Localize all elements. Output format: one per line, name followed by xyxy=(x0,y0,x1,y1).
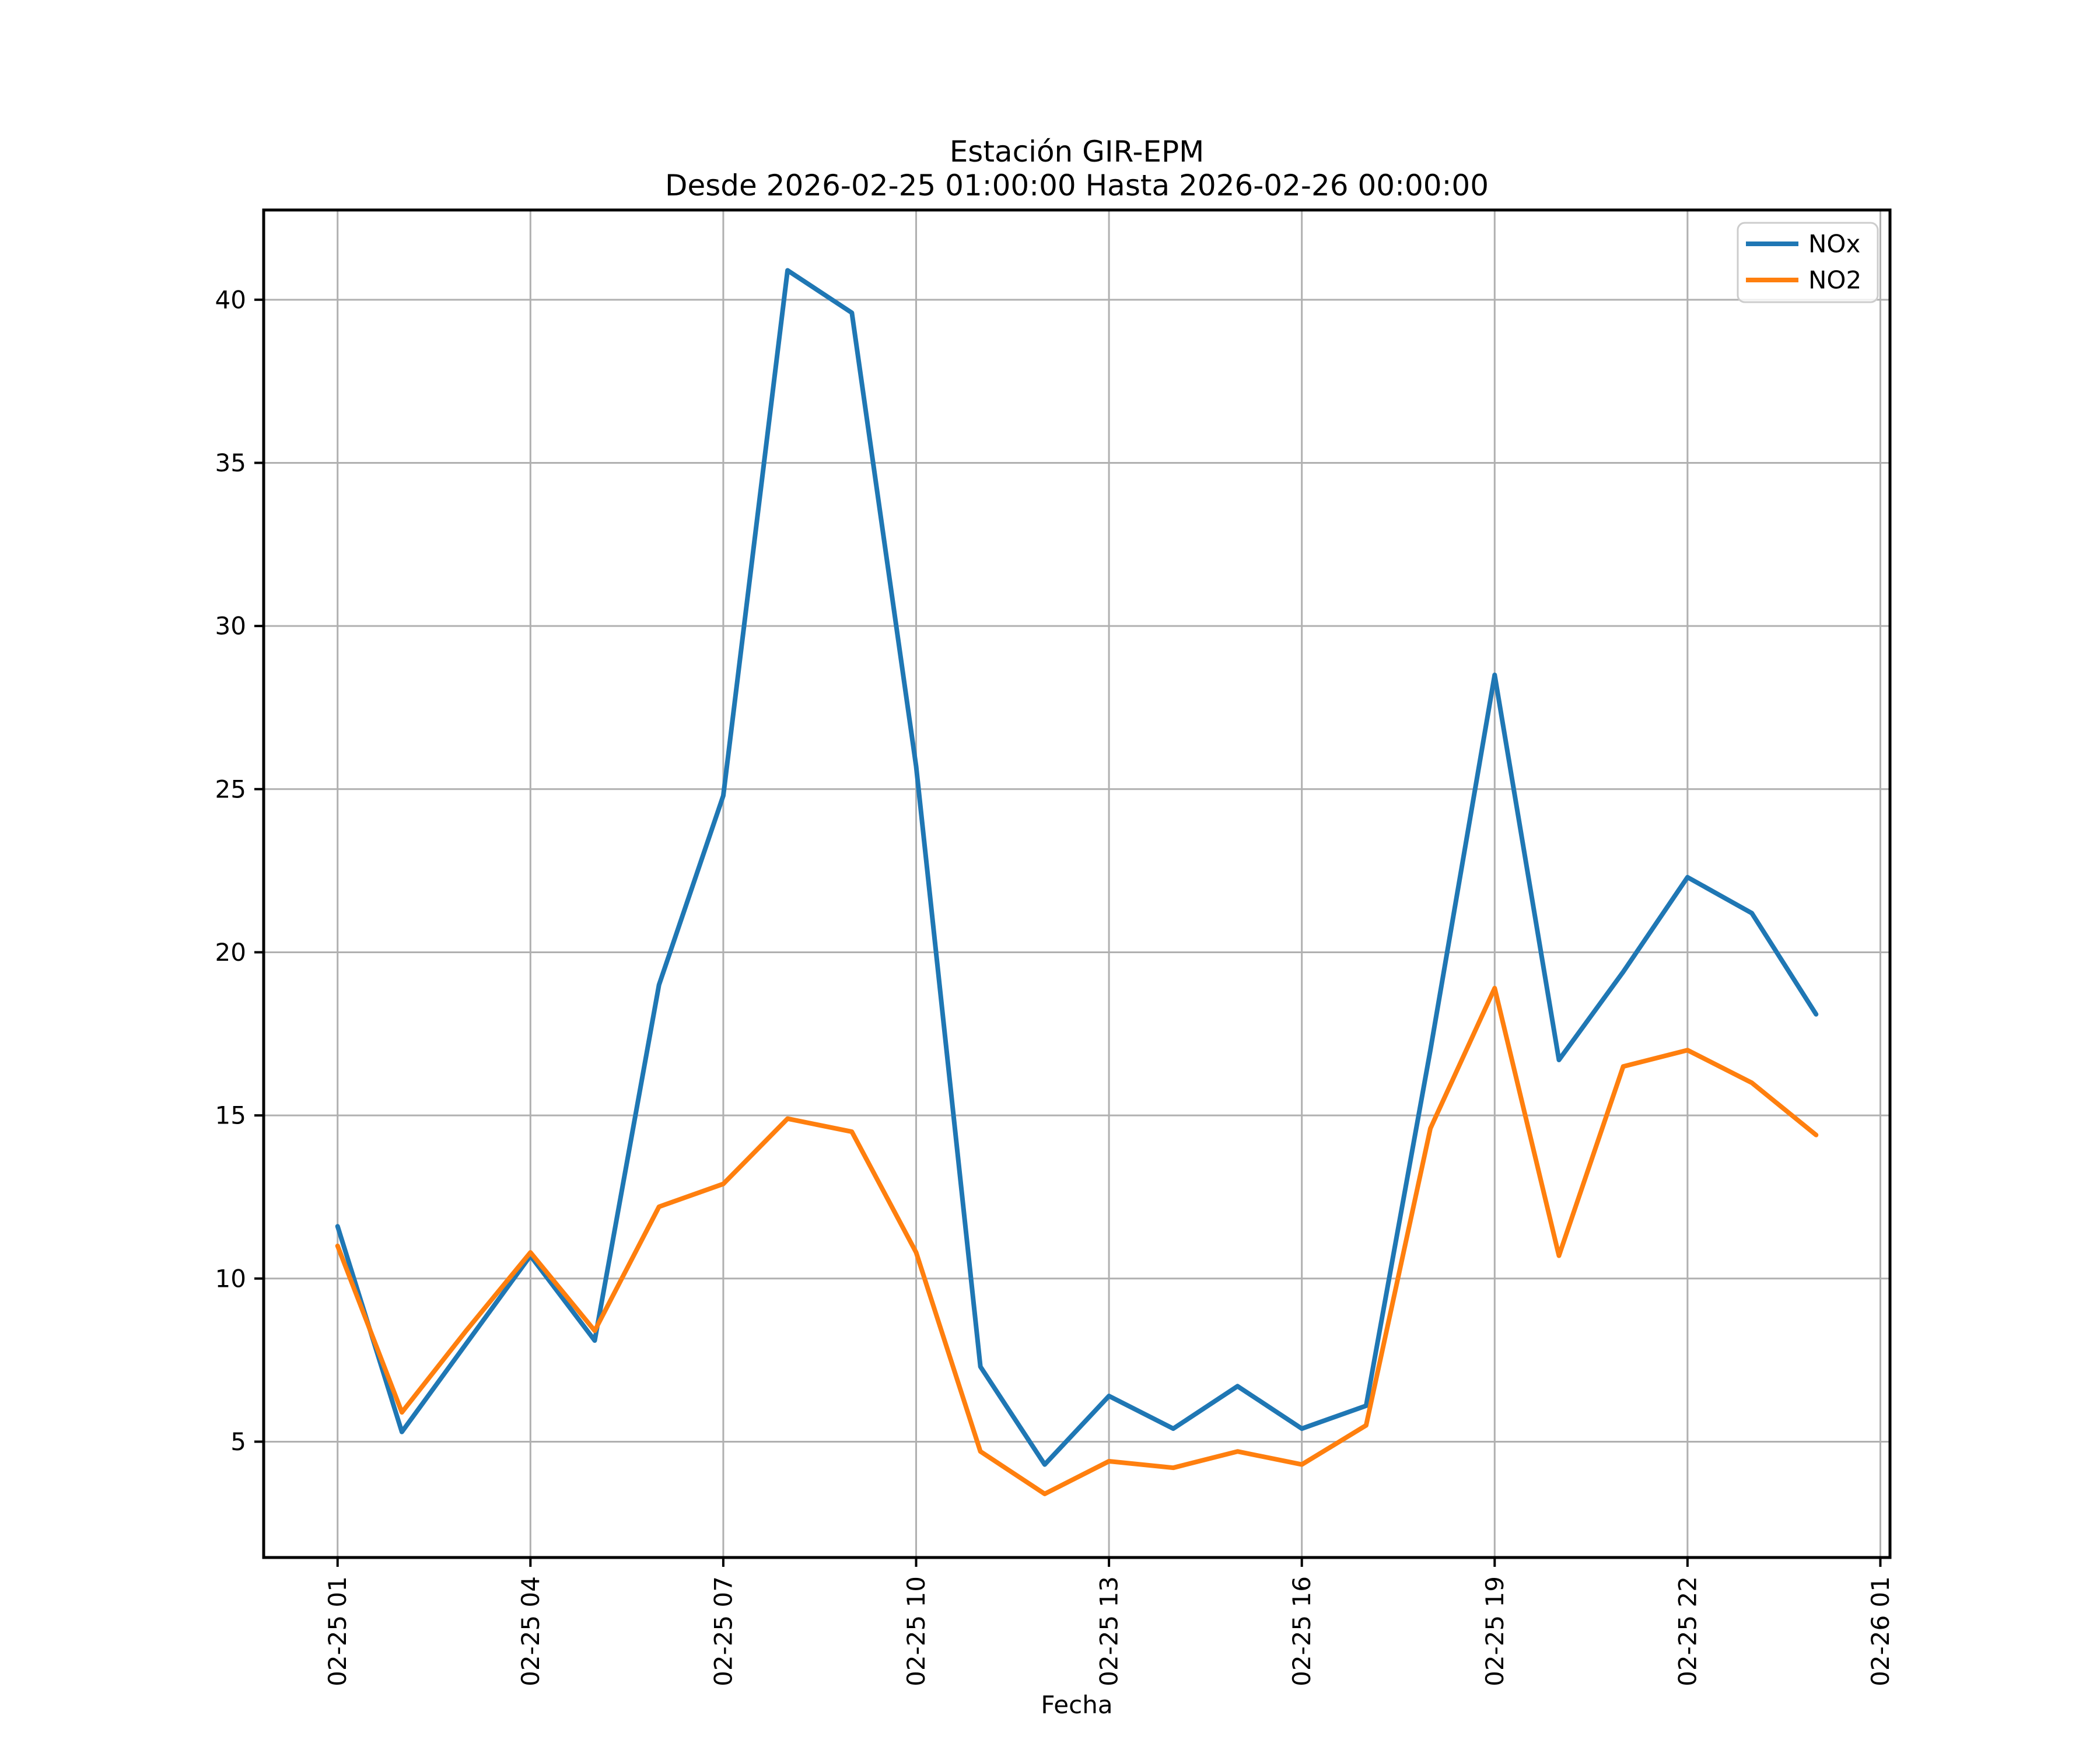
x-tick-label: 02-25 07 xyxy=(709,1576,737,1686)
x-axis-label: Fecha xyxy=(1041,1690,1112,1719)
axis-ticks xyxy=(254,298,1882,1567)
nox-line xyxy=(335,268,1819,1467)
legend: NOx NO2 xyxy=(1737,222,1879,303)
y-tick-label: 40 xyxy=(215,285,246,314)
legend-label-no2: NO2 xyxy=(1808,266,1861,295)
x-tick-label: 02-25 22 xyxy=(1673,1576,1702,1686)
y-tick-label: 15 xyxy=(215,1101,246,1130)
y-tick-label: 30 xyxy=(215,612,246,640)
x-tick-labels: 02-25 01 02-25 04 02-25 07 02-25 10 02-25 13… xyxy=(323,1576,1895,1686)
data-series xyxy=(335,268,1819,1496)
x-tick-label: 02-25 19 xyxy=(1480,1576,1509,1686)
legend-label-nox: NOx xyxy=(1808,230,1860,258)
x-tick-label: 02-25 01 xyxy=(323,1576,352,1686)
no2-line xyxy=(335,985,1819,1496)
plot-border xyxy=(262,208,1892,1559)
y-tick-label: 5 xyxy=(230,1427,246,1456)
x-tick-label: 02-26 01 xyxy=(1866,1576,1895,1686)
x-tick-label: 02-25 10 xyxy=(902,1576,930,1686)
y-tick-label: 20 xyxy=(215,938,246,967)
x-tick-label: 02-25 16 xyxy=(1287,1576,1316,1686)
y-tick-label: 10 xyxy=(215,1264,246,1293)
y-tick-label: 25 xyxy=(215,775,246,803)
x-tick-label: 02-25 13 xyxy=(1095,1576,1124,1686)
gridlines xyxy=(264,210,1890,1558)
y-tick-labels: 5 10 15 20 25 30 35 40 xyxy=(215,285,246,1456)
x-tick-label: 02-25 04 xyxy=(516,1576,545,1686)
y-tick-label: 35 xyxy=(215,449,246,477)
chart-subtitle: Desde 2026-02-25 01:00:00 Hasta 2026-02-… xyxy=(665,169,1489,202)
chart-title: Estación GIR-EPM xyxy=(950,135,1205,169)
